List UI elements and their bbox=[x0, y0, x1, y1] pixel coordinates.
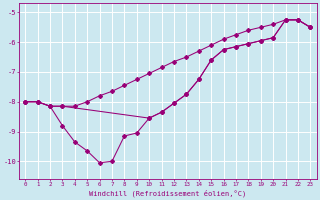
X-axis label: Windchill (Refroidissement éolien,°C): Windchill (Refroidissement éolien,°C) bbox=[89, 189, 246, 197]
